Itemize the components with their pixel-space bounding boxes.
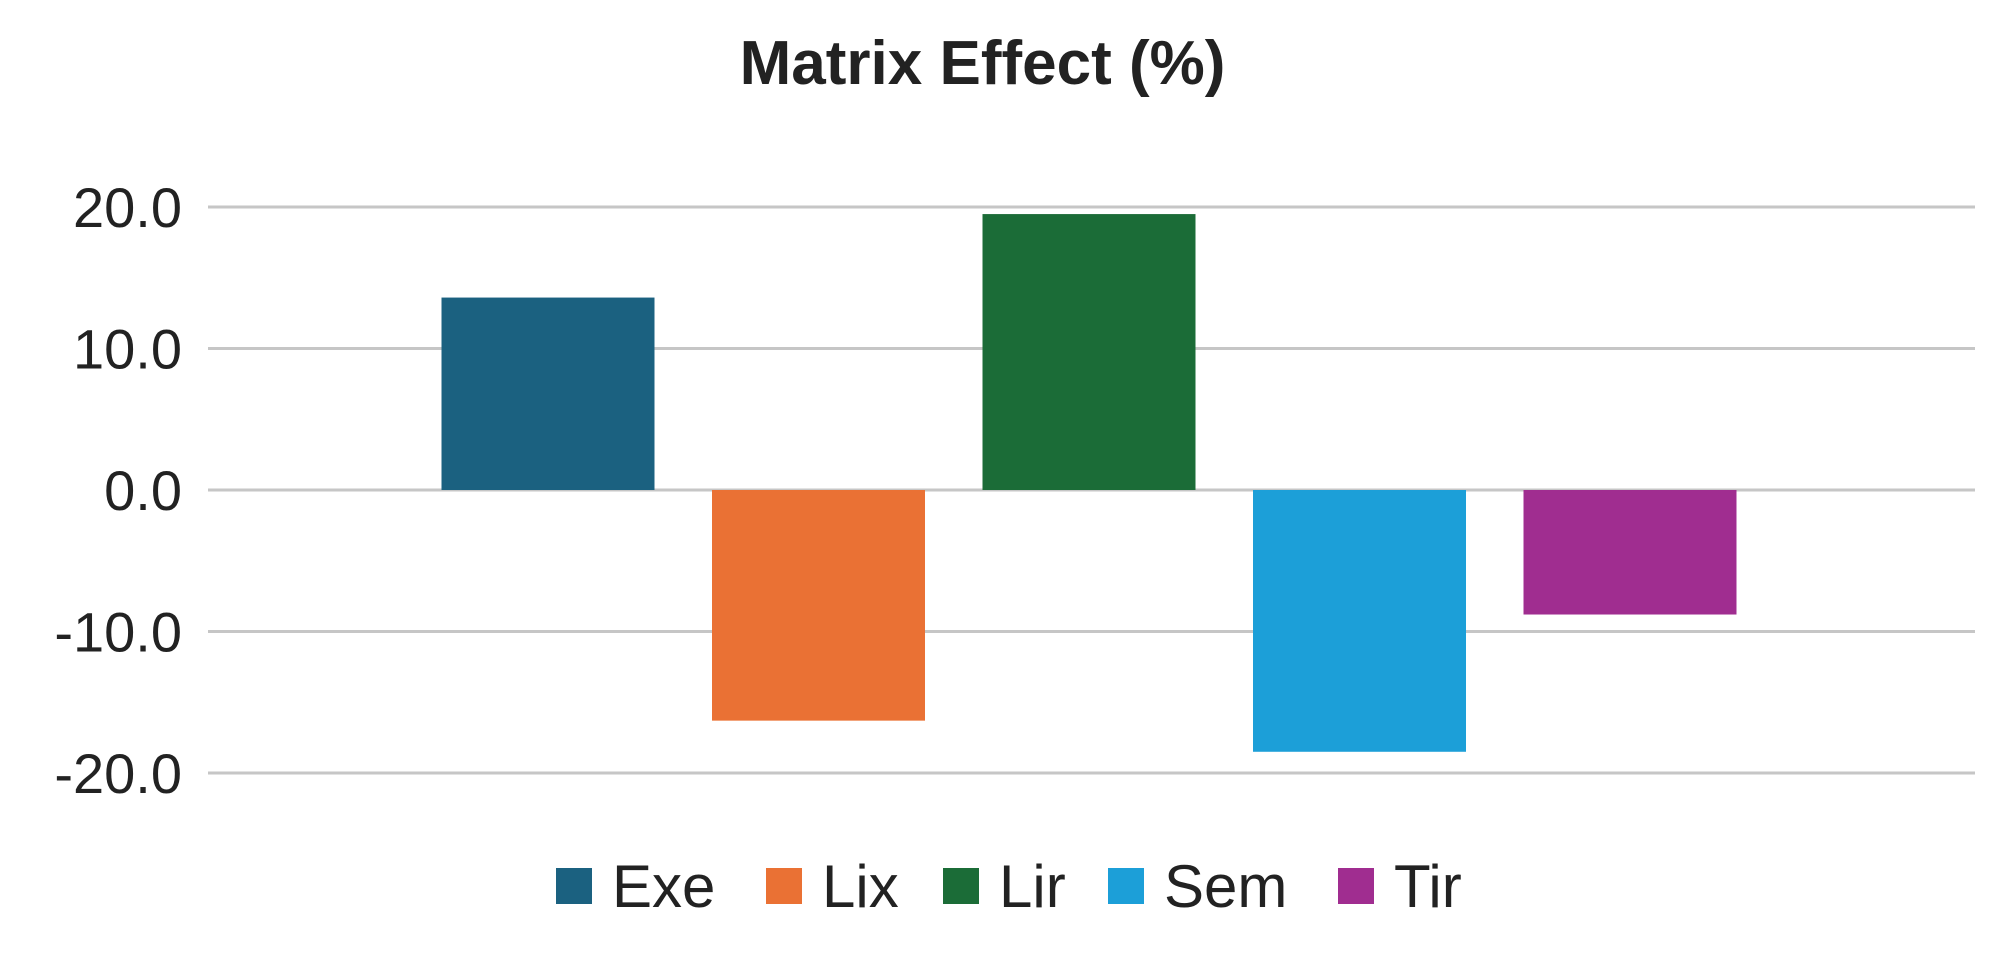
legend-swatch-lix [766,868,802,904]
y-tick-label: 20.0 [73,176,182,239]
bars [441,214,1737,752]
legend-label-tir: Tir [1394,853,1462,920]
y-tick-label: 0.0 [104,459,182,522]
y-tick-label: 10.0 [73,318,182,381]
bar-exe [441,297,655,490]
bar-lir [982,214,1196,490]
y-tick-label: -20.0 [54,742,182,805]
legend-label-lir: Lir [999,853,1066,920]
bar-tir [1523,490,1737,615]
y-tick-label: -10.0 [54,601,182,664]
legend-label-sem: Sem [1164,853,1287,920]
legend-swatch-exe [556,868,592,904]
legend-label-lix: Lix [822,853,899,920]
bar-lix [712,490,925,721]
legend-swatch-tir [1338,868,1374,904]
y-axis-tick-labels: 20.0 10.0 0.0 -10.0 -20.0 [54,176,182,805]
legend-swatch-lir [943,868,979,904]
chart-title: Matrix Effect (%) [739,29,1226,98]
legend: Exe Lix Lir Sem Tir [556,853,1462,920]
legend-swatch-sem [1108,868,1144,904]
bar-sem [1253,490,1466,752]
legend-label-exe: Exe [612,853,715,920]
